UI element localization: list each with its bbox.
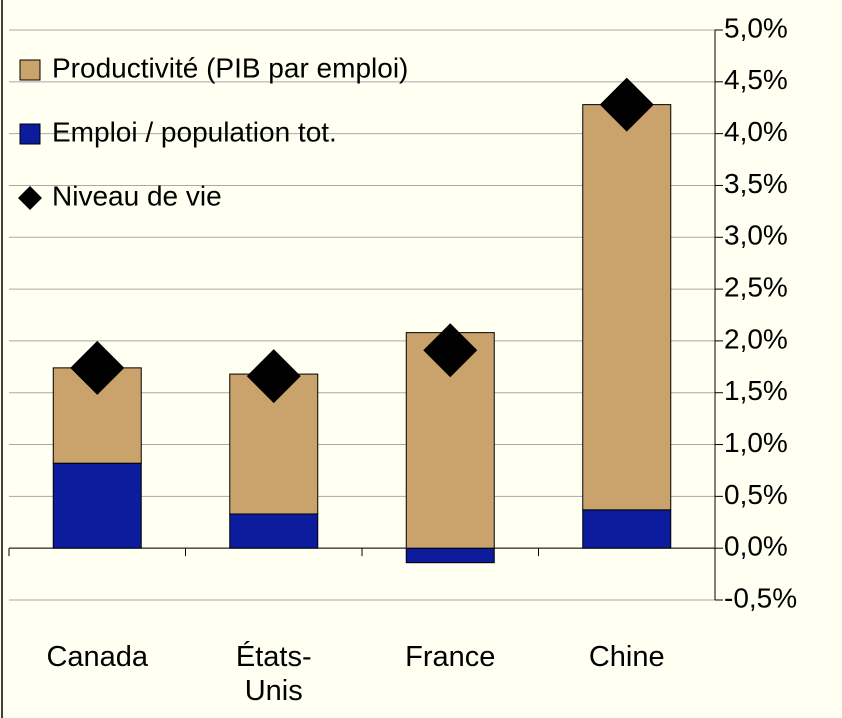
y-tick-label: 1,0% <box>724 427 788 458</box>
legend-label: Productivité (PIB par emploi) <box>52 52 408 83</box>
legend-marker <box>18 186 42 210</box>
x-tick-label: Canada <box>46 641 149 673</box>
bar-segment <box>405 547 495 564</box>
legend-label: Emploi / population tot. <box>52 116 337 147</box>
y-tick-label: 4,0% <box>724 116 788 147</box>
y-tick-label: 0,5% <box>724 479 788 510</box>
y-tick-label: 1,5% <box>724 375 788 406</box>
y-tick-label: 2,5% <box>724 271 788 302</box>
bar-segment <box>582 104 672 511</box>
x-tick-label: France <box>405 641 496 673</box>
x-tick-label: États-Unis <box>235 641 312 707</box>
y-tick-label: 2,0% <box>724 323 788 354</box>
y-tick-label: 5,0% <box>724 12 788 43</box>
y-tick-label: 0,0% <box>724 531 788 562</box>
legend-marker <box>19 59 41 81</box>
diamond-marker <box>70 340 125 395</box>
bar-segment <box>52 462 142 549</box>
y-tick-label: 3,0% <box>724 220 788 251</box>
bar-segment <box>229 513 319 549</box>
diamond-marker <box>246 349 301 404</box>
legend-label: Niveau de vie <box>52 180 222 211</box>
y-tick-label: 3,5% <box>724 168 788 199</box>
legend-marker <box>19 123 41 145</box>
x-tick-label: Chine <box>588 641 665 673</box>
y-tick-label: 4,5% <box>724 64 788 95</box>
bar-segment <box>582 509 672 549</box>
diamond-marker <box>599 77 654 132</box>
y-tick-label: -0,5% <box>724 582 797 613</box>
diamond-marker <box>423 323 478 378</box>
